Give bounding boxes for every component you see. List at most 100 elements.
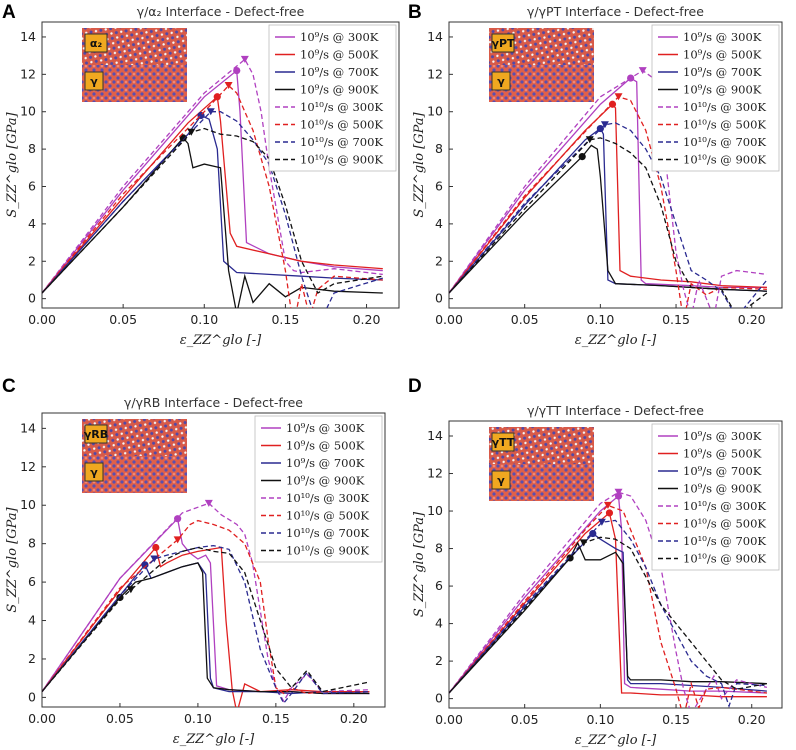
legend-entry: 10⁹/s @ 500K — [683, 447, 762, 461]
legend-entry: 10¹⁰/s @ 700K — [683, 534, 766, 548]
series-line — [449, 144, 767, 294]
y-tick-label: 2 — [435, 253, 443, 268]
inset-label-bottom: γ — [90, 466, 98, 479]
peak-marker — [224, 82, 233, 90]
legend-entry: 10¹⁰/s @ 300K — [286, 491, 369, 505]
peak-marker — [614, 93, 623, 101]
x-tick-label: 0.05 — [109, 312, 137, 327]
y-axis-label: S_ZZ^glo [GPa] — [412, 111, 427, 217]
peak-marker — [204, 499, 213, 507]
y-axis-label: S_ZZ^glo [GPa] — [412, 511, 427, 617]
inset-label-box — [84, 71, 104, 91]
y-tick-label: 4 — [435, 616, 443, 631]
x-tick-label: 0.10 — [586, 312, 614, 327]
legend-entry: 10⁹/s @ 300K — [286, 421, 365, 435]
y-tick-label: 6 — [28, 178, 36, 193]
y-tick-label: 4 — [28, 216, 36, 231]
y-tick-label: 2 — [28, 651, 36, 666]
inset-label-box — [491, 71, 511, 91]
inset-label-bottom: γ — [497, 75, 505, 88]
legend-entry: 10⁹/s @ 500K — [300, 48, 379, 62]
series-line — [42, 502, 370, 703]
series-line — [449, 103, 767, 294]
legend-entry: 10⁹/s @ 300K — [300, 30, 379, 44]
y-tick-label: 6 — [435, 578, 443, 593]
series-line — [42, 562, 370, 695]
y-tick-label: 0 — [28, 291, 36, 306]
x-tick-label: 0.05 — [511, 712, 539, 727]
legend-entry: 10¹⁰/s @ 500K — [683, 118, 766, 132]
y-tick-label: 6 — [435, 178, 443, 193]
y-tick-label: 0 — [435, 291, 443, 306]
x-tick-label: 0.00 — [435, 712, 463, 727]
plot-frame — [448, 21, 783, 309]
y-tick-label: 2 — [28, 253, 36, 268]
structure-inset: γTT γ — [489, 427, 594, 501]
x-tick-label: 0.15 — [262, 711, 290, 726]
peak-marker — [605, 509, 614, 517]
peak-marker — [173, 536, 182, 544]
series-group — [449, 67, 768, 308]
legend-entry: 10¹⁰/s @ 900K — [300, 153, 383, 167]
legend-entry: 10⁹/s @ 500K — [683, 48, 762, 62]
y-tick-label: 6 — [28, 574, 36, 589]
legend-entry: 10⁹/s @ 700K — [683, 65, 762, 79]
x-tick-label: 0.10 — [184, 711, 212, 726]
legend-entry: 10¹⁰/s @ 500K — [300, 118, 383, 132]
y-tick-label: 14 — [427, 428, 443, 443]
legend: 10⁹/s @ 300K 10⁹/s @ 500K 10⁹/s @ 700K 10⁹/… — [254, 415, 383, 563]
structure-inset: γPT γ — [489, 28, 594, 102]
legend-entry: 10¹⁰/s @ 300K — [683, 499, 766, 513]
peak-marker — [206, 108, 215, 116]
x-axis-label: ε_ZZ^glo [-] — [173, 732, 255, 747]
plot-frame — [41, 412, 386, 708]
legend-entry: 10⁹/s @ 900K — [683, 83, 762, 97]
y-tick-label: 10 — [20, 497, 36, 512]
legend-frame — [254, 415, 383, 563]
peak-marker — [240, 55, 249, 63]
series-line — [449, 69, 767, 308]
peak-marker — [589, 529, 597, 538]
y-tick-label: 14 — [20, 29, 36, 44]
x-tick-label: 0.15 — [662, 312, 690, 327]
plot-frame — [41, 21, 400, 309]
x-tick-label: 0.20 — [340, 711, 368, 726]
legend-entry: 10⁹/s @ 500K — [286, 439, 365, 453]
legend-entry: 10⁹/s @ 700K — [300, 65, 379, 79]
series-line — [449, 494, 767, 694]
structure-inset: α₂ γ — [82, 28, 187, 102]
x-tick-label: 0.10 — [586, 712, 614, 727]
legend-entry: 10⁹/s @ 300K — [683, 429, 762, 443]
inset-label-top: γRB — [84, 428, 108, 441]
x-tick-label: 0.15 — [662, 712, 690, 727]
legend-entry: 10¹⁰/s @ 900K — [683, 552, 766, 566]
legend: 10⁹/s @ 300K 10⁹/s @ 500K 10⁹/s @ 700K 10⁹/… — [651, 423, 780, 571]
inset-label-box — [84, 424, 108, 444]
series-line — [42, 546, 370, 707]
inset-label-box — [84, 462, 104, 482]
series-line — [42, 69, 383, 294]
chart-title: γ/γTT Interface - Defect-free — [527, 403, 704, 418]
peak-marker — [233, 67, 241, 75]
peak-marker — [608, 100, 617, 108]
series-line — [42, 544, 370, 705]
legend: 10⁹/s @ 300K 10⁹/s @ 500K 10⁹/s @ 700K 10⁹/… — [268, 24, 397, 172]
series-line — [449, 96, 767, 308]
panel-letter: D — [408, 376, 422, 397]
inset-label-top: γTT — [492, 436, 515, 449]
y-tick-label: 14 — [427, 29, 443, 44]
y-tick-label: 8 — [28, 141, 36, 156]
peak-marker — [603, 501, 612, 509]
panel-letter: A — [2, 2, 16, 23]
y-tick-label: 12 — [20, 459, 36, 474]
legend-entry: 10¹⁰/s @ 700K — [300, 135, 383, 149]
inset-label-box — [491, 470, 511, 490]
series-group — [42, 499, 370, 707]
series-group — [449, 488, 768, 708]
x-tick-label: 0.20 — [738, 312, 766, 327]
x-tick-label: 0.05 — [511, 312, 539, 327]
legend-entry: 10¹⁰/s @ 700K — [683, 135, 766, 149]
x-tick-label: 0.00 — [435, 312, 463, 327]
x-axis-label: ε_ZZ^glo [-] — [575, 733, 657, 748]
